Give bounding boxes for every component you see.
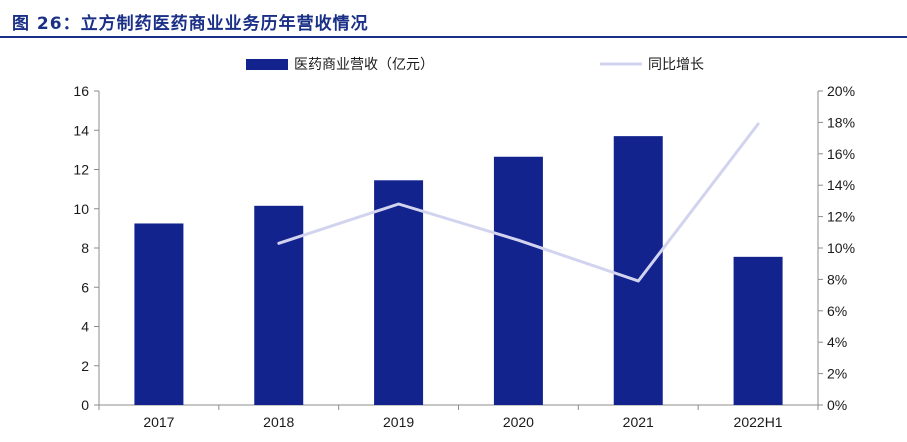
right-tick-label: 2%	[827, 366, 847, 382]
x-tick-label: 2021	[623, 414, 654, 430]
revenue-bar	[733, 256, 783, 405]
line-series-group	[277, 122, 760, 283]
tick-labels-group: 0 2 4 6 8 10 12 14 16 0% 2% 4% 6% 8% 10% 12% 14% 16% 18% 20…	[73, 83, 855, 430]
revenue-bar	[493, 156, 543, 405]
right-tick-label: 0%	[827, 397, 847, 413]
legend-label-growth: 同比增长	[648, 57, 704, 73]
legend: 医药商业营收（亿元） 同比增长	[246, 57, 704, 73]
left-tick-label: 16	[73, 83, 89, 99]
left-tick-label: 12	[73, 162, 89, 178]
x-tick-label: 2020	[503, 414, 534, 430]
left-tick-label: 4	[81, 319, 89, 335]
left-tick-label: 8	[81, 240, 89, 256]
figure-title-bar: 图 26：立方制药医药商业业务历年营收情况	[0, 6, 907, 38]
right-tick-label: 8%	[827, 271, 847, 287]
figure-title: 图 26：立方制药医药商业业务历年营收情况	[12, 14, 369, 34]
right-tick-label: 18%	[827, 114, 855, 130]
right-tick-label: 16%	[827, 146, 855, 162]
left-tick-label: 0	[81, 397, 89, 413]
left-tick-label: 14	[73, 122, 89, 138]
right-tick-label: 6%	[827, 303, 847, 319]
revenue-bar	[374, 180, 424, 405]
x-tick-label: 2017	[143, 414, 174, 430]
revenue-bar	[613, 136, 663, 405]
legend-label-revenue: 医药商业营收（亿元）	[294, 57, 434, 73]
right-tick-label: 20%	[827, 83, 855, 99]
right-tick-label: 4%	[827, 334, 847, 350]
revenue-bar	[254, 205, 304, 405]
x-tick-label: 2019	[383, 414, 414, 430]
right-tick-label: 10%	[827, 240, 855, 256]
yoy-growth-line	[277, 122, 760, 283]
bar-series-group	[134, 136, 783, 405]
x-tick-label: 2018	[263, 414, 294, 430]
left-tick-label: 6	[81, 279, 89, 295]
right-tick-label: 12%	[827, 209, 855, 225]
axes-group	[94, 90, 823, 410]
left-tick-label: 2	[81, 358, 89, 374]
x-tick-label: 2022H1	[734, 414, 783, 430]
revenue-bar	[134, 223, 184, 405]
legend-swatch-bar	[246, 59, 288, 70]
left-tick-label: 10	[73, 201, 89, 217]
right-tick-label: 14%	[827, 177, 855, 193]
